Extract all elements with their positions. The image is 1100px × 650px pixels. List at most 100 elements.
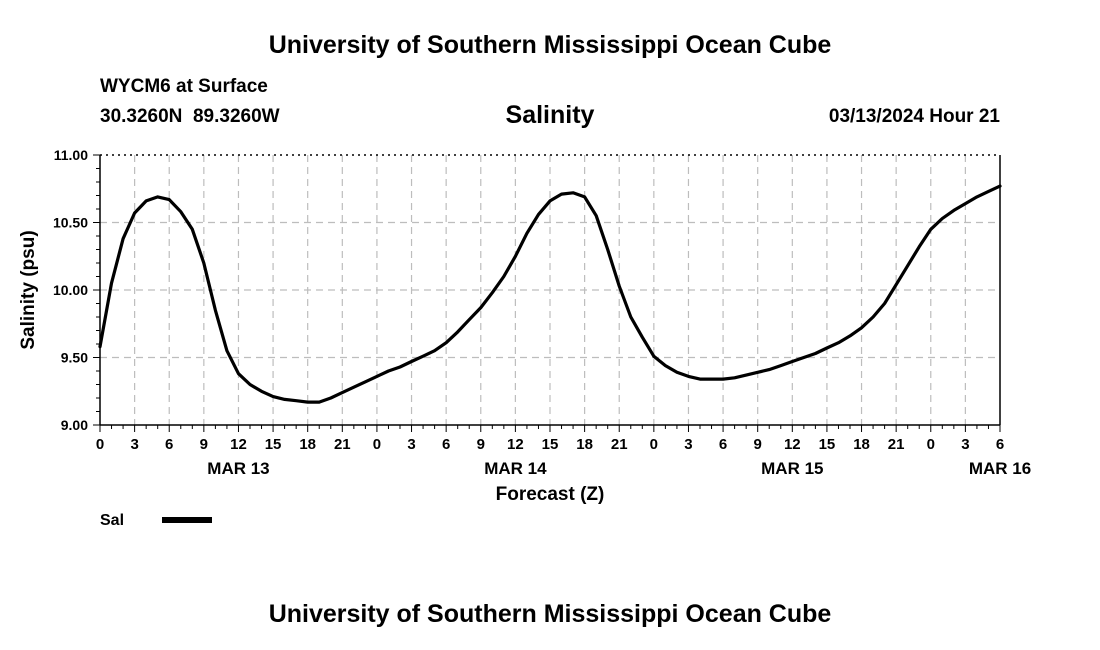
- y-tick-label: 10.50: [53, 215, 88, 231]
- x-tick-label: 15: [265, 436, 282, 453]
- page-title-bottom: University of Southern Mississippi Ocean…: [268, 600, 832, 628]
- data-point: [249, 383, 251, 386]
- data-point: [456, 331, 459, 333]
- data-point: [306, 401, 309, 403]
- data-point: [156, 196, 159, 198]
- data-point: [433, 349, 436, 352]
- x-tick-label: 18: [853, 436, 870, 453]
- x-tick-label: 0: [927, 436, 935, 453]
- data-point: [687, 375, 690, 378]
- y-axis-label: Salinity (psu): [18, 230, 39, 349]
- data-point: [860, 327, 863, 329]
- x-tick-label: 0: [650, 436, 658, 453]
- data-point: [549, 200, 551, 202]
- data-point: [364, 381, 367, 383]
- data-point: [906, 264, 909, 267]
- data-point: [756, 371, 759, 374]
- data-point: [145, 200, 147, 202]
- data-point: [445, 341, 447, 344]
- data-point: [272, 395, 274, 398]
- data-point: [895, 283, 897, 286]
- data-point: [826, 347, 828, 349]
- data-point: [318, 401, 321, 403]
- data-point: [503, 275, 505, 278]
- data-point: [237, 372, 240, 375]
- data-point: [872, 316, 874, 318]
- data-point: [595, 214, 597, 217]
- y-tick-label: 10.00: [53, 282, 88, 298]
- data-point: [491, 291, 494, 294]
- data-point: [987, 190, 990, 193]
- station-name: WYCM6 at Surface: [100, 76, 268, 97]
- x-tick-label: 15: [819, 436, 836, 453]
- x-tick-label: 21: [611, 436, 628, 453]
- data-point: [583, 196, 586, 198]
- y-tick-label: 9.50: [61, 350, 88, 366]
- data-point: [122, 237, 124, 240]
- data-point: [537, 213, 540, 216]
- data-point: [329, 397, 332, 399]
- data-point: [387, 370, 390, 372]
- data-point: [641, 336, 644, 339]
- data-point: [203, 262, 205, 264]
- data-point: [849, 335, 851, 337]
- data-point: [768, 368, 771, 371]
- data-point: [191, 228, 194, 231]
- data-point: [976, 196, 978, 198]
- chart-title: Salinity: [505, 101, 595, 129]
- data-point: [99, 345, 101, 348]
- x-tick-label: 6: [165, 436, 173, 453]
- data-point: [560, 193, 563, 195]
- x-tick-label: 9: [200, 436, 208, 453]
- data-point: [618, 285, 621, 287]
- data-point: [929, 228, 932, 231]
- data-point: [341, 391, 344, 394]
- page-title-top: University of Southern Mississippi Ocean…: [268, 31, 832, 59]
- data-point: [422, 355, 424, 357]
- date-label: MAR 15: [761, 459, 823, 478]
- data-point: [964, 202, 967, 205]
- data-point: [295, 399, 297, 402]
- data-point: [606, 248, 609, 251]
- x-tick-label: 18: [299, 436, 316, 453]
- data-point: [479, 306, 482, 309]
- x-tick-label: 9: [754, 436, 762, 453]
- x-tick-label: 9: [477, 436, 485, 453]
- data-point: [468, 318, 471, 321]
- x-tick-label: 21: [334, 436, 351, 453]
- x-tick-label: 18: [576, 436, 593, 453]
- x-tick-label: 6: [719, 436, 727, 453]
- y-tick-label: 9.00: [61, 417, 88, 433]
- data-point: [653, 355, 655, 357]
- station-coordinates: 30.3260N 89.3260W: [100, 106, 280, 127]
- data-point: [410, 360, 413, 363]
- x-tick-label: 0: [373, 436, 381, 453]
- x-tick-label: 6: [996, 436, 1004, 453]
- forecast-timestamp: 03/13/2024 Hour 21: [828, 106, 1000, 127]
- x-tick-label: 12: [507, 436, 524, 453]
- data-point: [941, 217, 944, 220]
- x-tick-label: 12: [230, 436, 247, 453]
- data-point: [629, 316, 632, 318]
- data-point: [837, 341, 840, 344]
- data-point: [699, 378, 701, 380]
- data-point: [664, 364, 667, 367]
- data-point: [710, 378, 713, 380]
- data-point: [353, 386, 355, 389]
- data-point: [133, 212, 136, 214]
- data-point: [814, 352, 817, 355]
- data-point: [803, 356, 805, 359]
- data-point: [745, 374, 747, 376]
- data-point: [722, 378, 724, 380]
- data-point: [883, 302, 886, 305]
- data-point: [572, 192, 574, 194]
- data-point: [779, 364, 782, 367]
- data-point: [168, 198, 171, 201]
- x-tick-label: 0: [96, 436, 104, 453]
- x-tick-label: 3: [130, 436, 138, 453]
- data-point: [399, 366, 401, 368]
- x-tick-label: 3: [407, 436, 415, 453]
- x-tick-label: 3: [684, 436, 692, 453]
- data-point: [918, 246, 921, 248]
